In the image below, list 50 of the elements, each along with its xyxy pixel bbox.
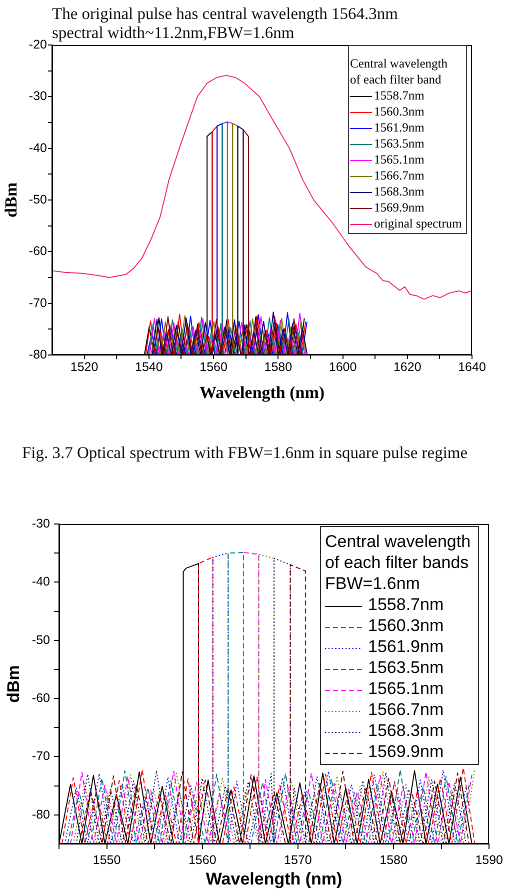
legend-label: original spectrum [374,216,462,230]
x-tick-label: 1580 [380,852,408,867]
chart-title: The original pulse has central wavelength 1564.3nm spectral width~11.2nm,FBW=1.6nm [52,4,398,42]
legend-label: 1569.9nm [374,200,425,214]
y-tick-label: -60 [28,244,48,258]
y-tick-label: -60 [32,691,50,705]
legend-label: 1565.1nm [368,679,444,698]
y-tick-label: -50 [32,632,50,647]
x-tick-label: 1560 [188,852,216,867]
legend-title: Central wavelength of each filter bands FBW=1.6nm [325,532,471,594]
legend-label: 1563.5nm [374,136,425,150]
y-tick-label: -20 [28,37,48,52]
x-tick-label: 1640 [458,360,486,374]
x-tick-label: 1580 [264,360,292,374]
x-tick-label: 1560 [200,360,228,374]
x-tick-label: 1590 [475,852,504,867]
x-tick-label: 1550 [92,852,121,867]
caption: Fig. 3.7 Optical spectrum with FBW=1.6nm in square pulse regime [22,443,468,463]
legend-label: 1560.3nm [374,104,425,118]
y-tick-label: -80 [32,807,50,822]
y-tick-label: -40 [32,574,50,589]
y-axis-title: dBm [4,665,23,703]
legend-title: Central wavelength of each filter band [350,56,448,86]
legend-label: 1565.1nm [374,152,425,166]
legend-label: 1568.3nm [368,721,444,740]
x-tick-label: 1620 [393,360,422,374]
y-tick-label: -80 [28,347,48,362]
legend-label: 1560.3nm [368,616,444,636]
y-tick-label: -40 [28,140,48,155]
legend-label: 1566.7nm [368,700,444,720]
x-tick-label: 1520 [70,360,98,374]
x-tick-label: 1600 [328,360,357,374]
x-axis-title: Wavelength (nm) [199,383,325,402]
legend-label: 1563.5nm [368,658,444,678]
legend-label: 1561.9nm [374,120,425,134]
x-tick-label: 1570 [284,852,312,867]
y-tick-label: -70 [28,296,48,310]
legend-label: 1561.9nm [368,637,444,656]
y-tick-label: -50 [28,192,48,206]
y-tick-label: -70 [32,749,50,764]
y-tick-label: -30 [28,89,48,104]
legend-label: 1566.7nm [374,168,425,182]
legend-label: 1558.7nm [368,595,444,614]
y-axis-title: dBm [2,182,21,218]
legend-label: 1558.7nm [374,88,425,102]
legend-label: 1569.9nm [368,742,444,762]
legend-label: 1568.3nm [374,184,425,198]
y-tick-label: -30 [32,516,50,530]
x-tick-label: 1540 [135,360,163,374]
x-axis-title: Wavelength (nm) [206,869,342,888]
